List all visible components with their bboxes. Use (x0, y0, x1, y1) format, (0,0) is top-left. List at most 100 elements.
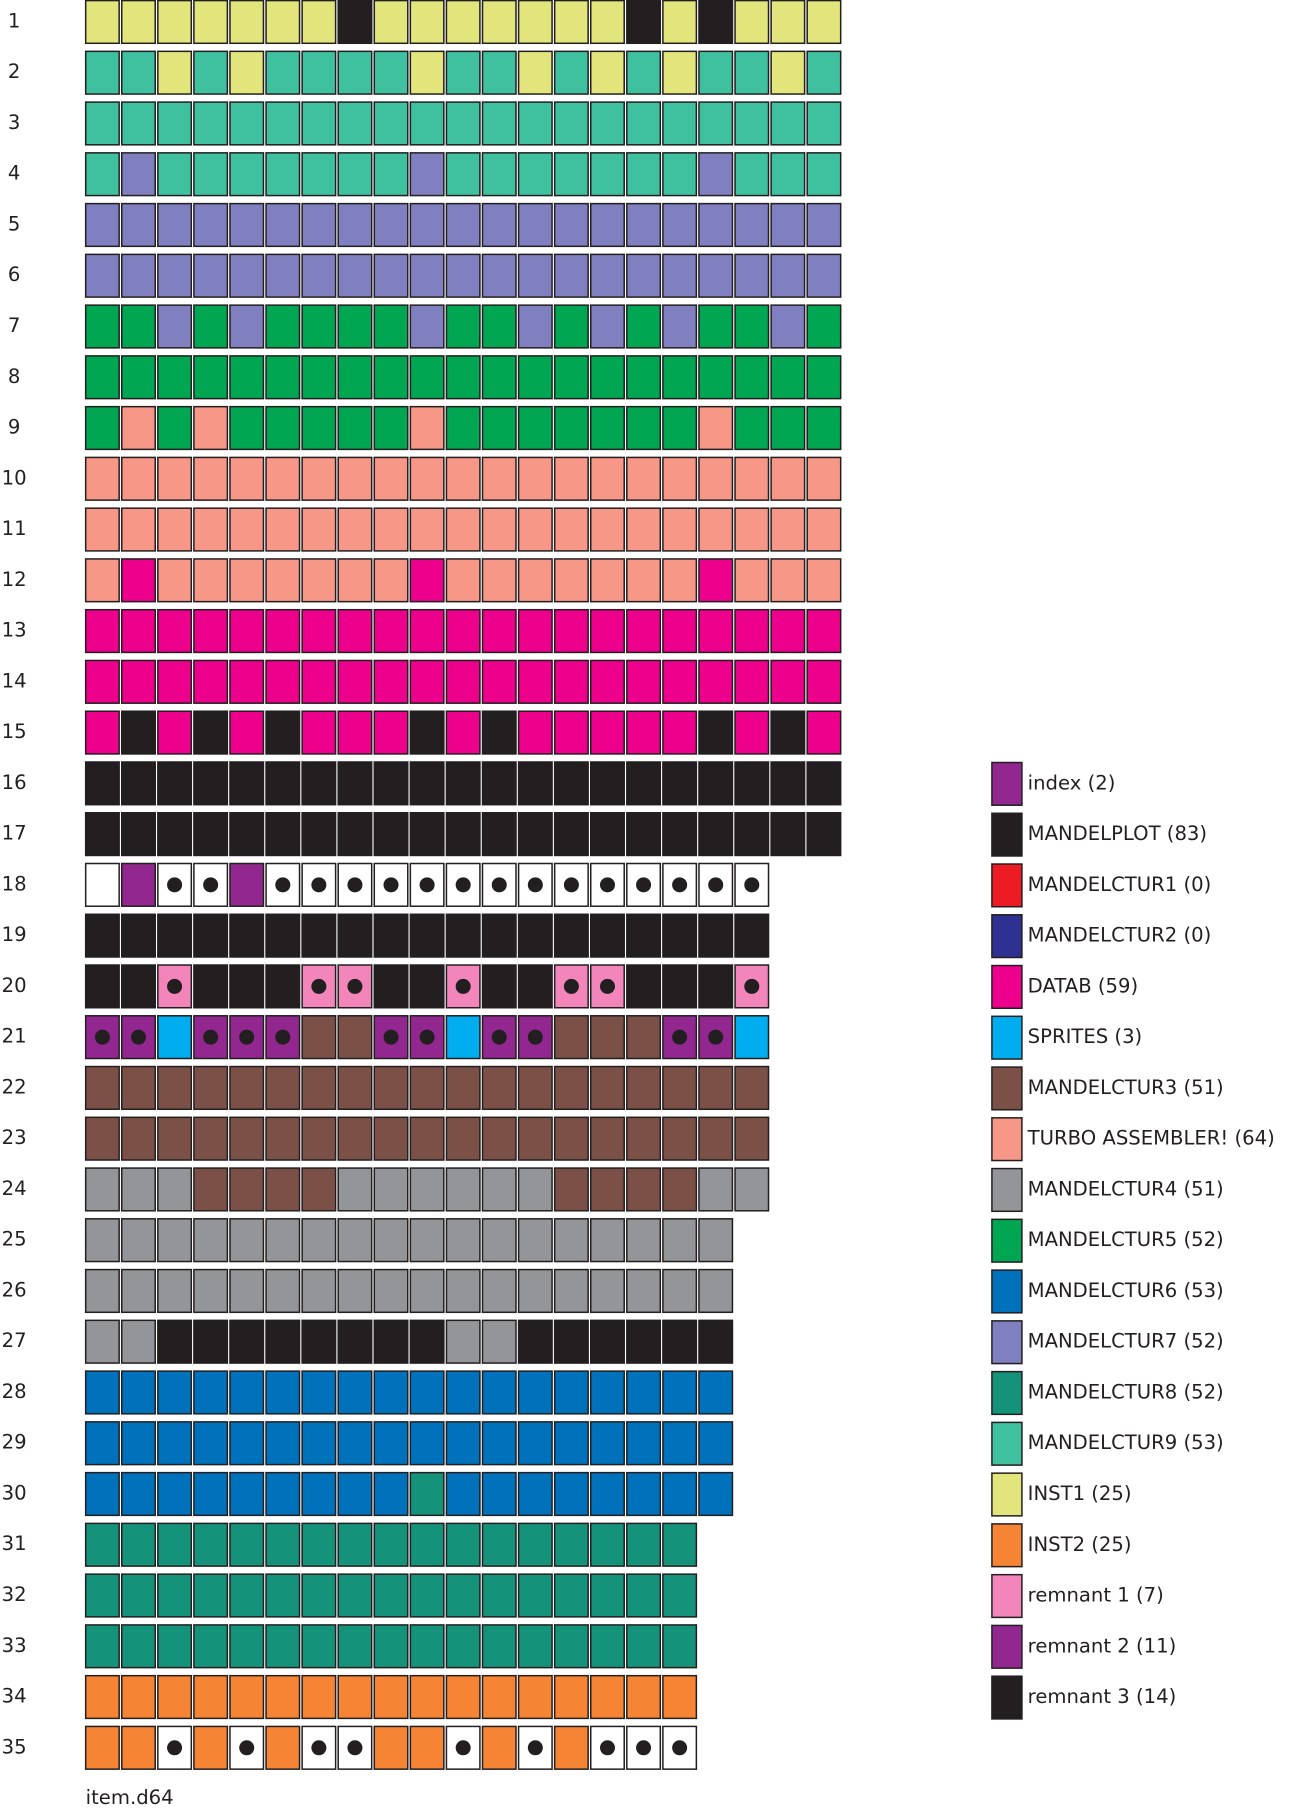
sector (229, 0, 265, 45)
sector (589, 101, 625, 146)
sector (301, 1370, 337, 1415)
sector (626, 1573, 662, 1618)
sector (301, 405, 337, 451)
sector (626, 1015, 662, 1060)
sector-dot (744, 877, 760, 893)
legend-swatch (991, 1066, 1023, 1111)
sector (770, 101, 806, 146)
sector-dot (744, 978, 760, 994)
sector (373, 101, 409, 146)
sector (373, 507, 409, 552)
sector (193, 1725, 229, 1770)
sector (626, 1268, 662, 1314)
sector (589, 202, 625, 248)
sector (481, 253, 517, 298)
sector (553, 1116, 589, 1161)
sector (626, 1421, 662, 1466)
sector (157, 507, 193, 552)
sector (445, 50, 481, 95)
sector (662, 710, 698, 755)
sector (193, 202, 229, 248)
sector (698, 355, 734, 400)
sector (481, 1167, 517, 1212)
sector (157, 405, 193, 451)
sector (517, 964, 553, 1009)
sector (626, 811, 662, 857)
sector (662, 1319, 698, 1364)
sector (445, 1218, 481, 1263)
sector (121, 1116, 156, 1161)
sector (409, 659, 445, 704)
track-label: 18 (2, 872, 27, 895)
sector (662, 50, 698, 95)
sector (626, 50, 662, 95)
sector (409, 152, 445, 197)
sector (698, 1319, 734, 1364)
sector (301, 1268, 337, 1314)
sector (84, 1370, 120, 1415)
sector (445, 1573, 481, 1618)
sector (626, 202, 662, 248)
sector (662, 913, 698, 958)
sector (481, 608, 517, 654)
sector (409, 1167, 445, 1212)
sector (301, 456, 337, 501)
sector (193, 405, 229, 451)
sector (84, 659, 120, 704)
sector (481, 1573, 517, 1618)
sector (121, 1522, 156, 1567)
sector (662, 1522, 698, 1567)
sector-dot (239, 1740, 255, 1756)
sector (662, 355, 698, 400)
sector (157, 1218, 193, 1263)
track-label: 1 (8, 9, 20, 32)
sector (121, 1167, 156, 1212)
sector (626, 253, 662, 298)
sector (553, 1522, 589, 1567)
sector (84, 913, 120, 958)
sector (553, 456, 589, 501)
sector-dot (311, 877, 327, 893)
sector (84, 1065, 120, 1111)
sector (770, 202, 806, 248)
sector (193, 1218, 229, 1263)
sector (517, 50, 553, 95)
sector (517, 405, 553, 451)
sector (409, 1319, 445, 1364)
sector (193, 1471, 229, 1517)
sector (553, 1218, 589, 1263)
sector (481, 1116, 517, 1161)
legend-label: index (2) (1028, 771, 1116, 794)
sector (229, 1167, 265, 1212)
sector (373, 1522, 409, 1567)
legend-label: MANDELPLOT (83) (1028, 822, 1207, 845)
sector (265, 1268, 301, 1314)
sector (517, 1624, 553, 1669)
sector (84, 101, 120, 146)
legend-swatch (991, 1472, 1023, 1517)
legend-label: MANDELCTUR7 (52) (1028, 1330, 1224, 1353)
sector (265, 1522, 301, 1567)
track-label: 28 (2, 1380, 27, 1403)
legend-label: MANDELCTUR9 (53) (1028, 1431, 1224, 1454)
sector (265, 1319, 301, 1364)
sector (626, 101, 662, 146)
sector (84, 1218, 120, 1263)
track-label: 25 (2, 1228, 27, 1251)
sector (337, 558, 373, 603)
sector (517, 913, 553, 958)
sector (301, 558, 337, 603)
sector-dot (130, 1029, 146, 1045)
sector (301, 253, 337, 298)
sector (481, 659, 517, 704)
track-label: 29 (2, 1431, 27, 1454)
sector (229, 1370, 265, 1415)
sector (698, 1370, 734, 1415)
sector (626, 1116, 662, 1161)
sector (662, 202, 698, 248)
sector (301, 152, 337, 197)
sector (662, 1573, 698, 1618)
sector (265, 202, 301, 248)
sector (157, 1522, 193, 1567)
sector (84, 558, 120, 603)
